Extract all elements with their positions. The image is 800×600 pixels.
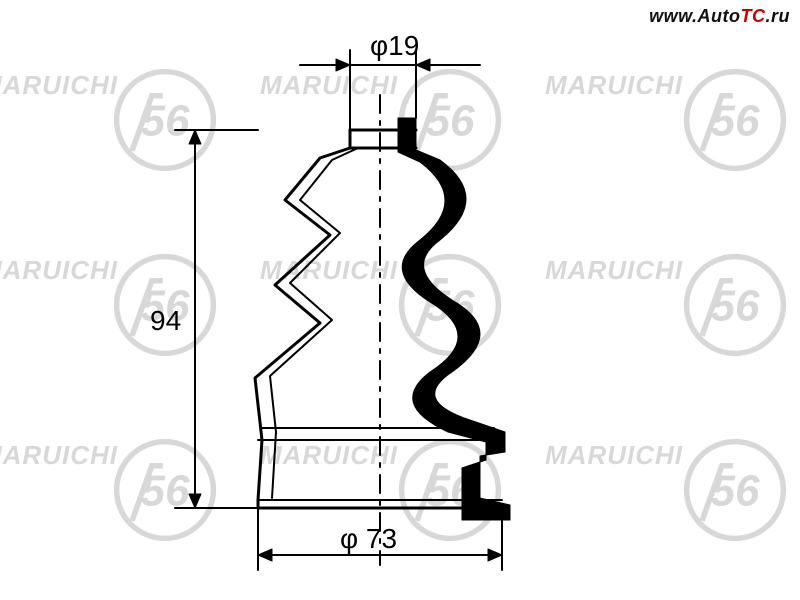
dim-height: 94 xyxy=(150,305,181,336)
canvas: { "figure": { "type": "engineering-drawi… xyxy=(0,0,800,600)
cv-boot-diagram: φ19 94 φ 73 xyxy=(0,0,800,600)
dim-bottom-diameter: φ 73 xyxy=(340,523,397,554)
dim-top-diameter: φ19 xyxy=(370,30,419,61)
